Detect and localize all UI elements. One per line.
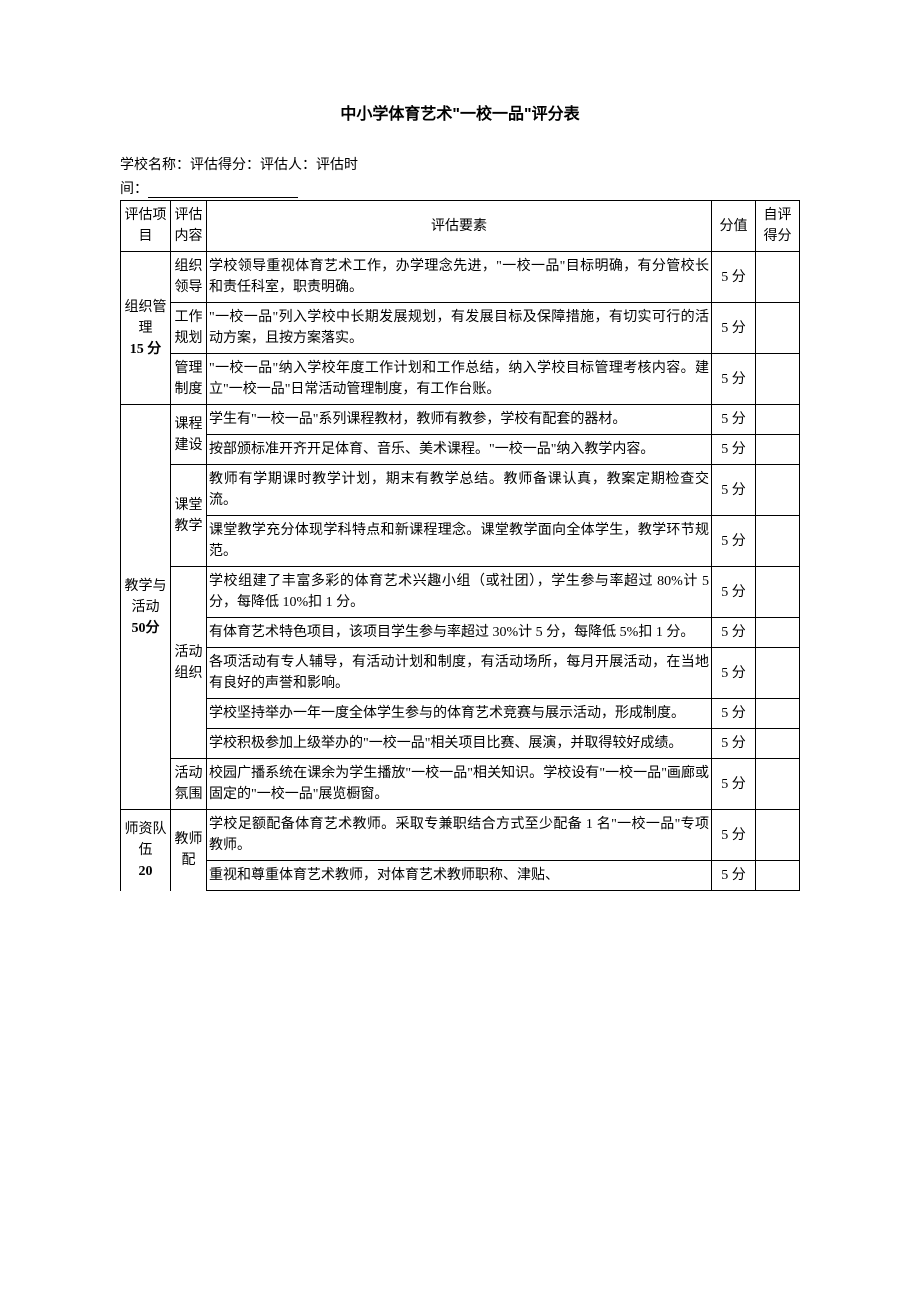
self-score-cell: [756, 567, 800, 618]
element-cell: "一校一品"纳入学校年度工作计划和工作总结，纳入学校目标管理考核内容。建立"一校…: [207, 354, 712, 405]
blank-underline: [148, 183, 298, 198]
element-cell: 学生有"一校一品"系列课程教材，教师有教参，学校有配套的器材。: [207, 405, 712, 435]
header-score: 分值: [712, 201, 756, 252]
table-row: 教学与活动50分课程建设学生有"一校一品"系列课程教材，教师有教参，学校有配套的…: [121, 405, 800, 435]
self-score-cell: [756, 810, 800, 861]
self-score-cell: [756, 729, 800, 759]
content-cell: 教师配: [171, 810, 207, 891]
element-cell: 课堂教学充分体现学科特点和新课程理念。课堂教学面向全体学生，教学环节规范。: [207, 516, 712, 567]
element-cell: 学校坚持举办一年一度全体学生参与的体育艺术竞赛与展示活动，形成制度。: [207, 699, 712, 729]
table-row: 活动氛围校园广播系统在课余为学生播放"一校一品"相关知识。学校设有"一校一品"画…: [121, 759, 800, 810]
score-cell: 5 分: [712, 648, 756, 699]
score-cell: 5 分: [712, 516, 756, 567]
header-content: 评估内容: [171, 201, 207, 252]
score-cell: 5 分: [712, 405, 756, 435]
self-score-cell: [756, 759, 800, 810]
content-cell: 组织领导: [171, 252, 207, 303]
score-cell: 5 分: [712, 354, 756, 405]
table-row: 各项活动有专人辅导，有活动计划和制度，有活动场所，每月开展活动，在当地有良好的声…: [121, 648, 800, 699]
score-cell: 5 分: [712, 303, 756, 354]
table-row: 有体育艺术特色项目，该项目学生参与率超过 30%计 5 分，每降低 5%扣 1 …: [121, 618, 800, 648]
meta-prefix: 间：: [120, 182, 148, 197]
self-score-cell: [756, 618, 800, 648]
meta-line-2: 间：: [120, 178, 800, 198]
self-score-cell: [756, 648, 800, 699]
project-cell: 教学与活动50分: [121, 405, 171, 810]
score-cell: 5 分: [712, 729, 756, 759]
table-row: 学校坚持举办一年一度全体学生参与的体育艺术竞赛与展示活动，形成制度。5 分: [121, 699, 800, 729]
table-row: 重视和尊重体育艺术教师，对体育艺术教师职称、津贴、5 分: [121, 861, 800, 891]
element-cell: 学校足额配备体育艺术教师。采取专兼职结合方式至少配备 1 名"一校一品"专项教师…: [207, 810, 712, 861]
content-cell: 课堂教学: [171, 465, 207, 567]
header-project: 评估项目: [121, 201, 171, 252]
element-cell: 教师有学期课时教学计划，期末有教学总结。教师备课认真，教案定期检查交流。: [207, 465, 712, 516]
self-score-cell: [756, 354, 800, 405]
element-cell: 按部颁标准开齐开足体育、音乐、美术课程。"一校一品"纳入教学内容。: [207, 435, 712, 465]
self-score-cell: [756, 516, 800, 567]
table-row: 按部颁标准开齐开足体育、音乐、美术课程。"一校一品"纳入教学内容。5 分: [121, 435, 800, 465]
content-cell: 管理制度: [171, 354, 207, 405]
self-score-cell: [756, 252, 800, 303]
header-row: 评估项目 评估内容 评估要素 分值 自评得分: [121, 201, 800, 252]
self-score-cell: [756, 861, 800, 891]
table-row: 组织管理15 分组织领导学校领导重视体育艺术工作，办学理念先进，"一校一品"目标…: [121, 252, 800, 303]
element-cell: 重视和尊重体育艺术教师，对体育艺术教师职称、津贴、: [207, 861, 712, 891]
meta-line-1: 学校名称：评估得分：评估人：评估时: [120, 154, 800, 174]
content-cell: 课程建设: [171, 405, 207, 465]
element-cell: 各项活动有专人辅导，有活动计划和制度，有活动场所，每月开展活动，在当地有良好的声…: [207, 648, 712, 699]
score-cell: 5 分: [712, 567, 756, 618]
content-cell: 活动组织: [171, 567, 207, 759]
content-cell: 工作规划: [171, 303, 207, 354]
header-self: 自评得分: [756, 201, 800, 252]
element-cell: 学校积极参加上级举办的"一校一品"相关项目比赛、展演，并取得较好成绩。: [207, 729, 712, 759]
self-score-cell: [756, 435, 800, 465]
content-cell: 活动氛围: [171, 759, 207, 810]
self-score-cell: [756, 405, 800, 435]
score-cell: 5 分: [712, 861, 756, 891]
table-row: 活动组织学校组建了丰富多彩的体育艺术兴趣小组（或社团），学生参与率超过 80%计…: [121, 567, 800, 618]
element-cell: 校园广播系统在课余为学生播放"一校一品"相关知识。学校设有"一校一品"画廊或固定…: [207, 759, 712, 810]
element-cell: "一校一品"列入学校中长期发展规划，有发展目标及保障措施，有切实可行的活动方案，…: [207, 303, 712, 354]
element-cell: 学校组建了丰富多彩的体育艺术兴趣小组（或社团），学生参与率超过 80%计 5 分…: [207, 567, 712, 618]
self-score-cell: [756, 699, 800, 729]
score-cell: 5 分: [712, 435, 756, 465]
score-cell: 5 分: [712, 465, 756, 516]
table-row: 学校积极参加上级举办的"一校一品"相关项目比赛、展演，并取得较好成绩。5 分: [121, 729, 800, 759]
project-cell: 组织管理15 分: [121, 252, 171, 405]
table-row: 课堂教学教师有学期课时教学计划，期末有教学总结。教师备课认真，教案定期检查交流。…: [121, 465, 800, 516]
table-row: 师资队伍20教师配学校足额配备体育艺术教师。采取专兼职结合方式至少配备 1 名"…: [121, 810, 800, 861]
table-row: 课堂教学充分体现学科特点和新课程理念。课堂教学面向全体学生，教学环节规范。5 分: [121, 516, 800, 567]
header-element: 评估要素: [207, 201, 712, 252]
element-cell: 有体育艺术特色项目，该项目学生参与率超过 30%计 5 分，每降低 5%扣 1 …: [207, 618, 712, 648]
score-table: 评估项目 评估内容 评估要素 分值 自评得分 组织管理15 分组织领导学校领导重…: [120, 200, 800, 891]
score-cell: 5 分: [712, 618, 756, 648]
score-cell: 5 分: [712, 252, 756, 303]
score-cell: 5 分: [712, 759, 756, 810]
project-cell: 师资队伍20: [121, 810, 171, 891]
score-cell: 5 分: [712, 699, 756, 729]
document-title: 中小学体育艺术"一校一品"评分表: [120, 100, 800, 124]
self-score-cell: [756, 303, 800, 354]
score-cell: 5 分: [712, 810, 756, 861]
table-row: 工作规划"一校一品"列入学校中长期发展规划，有发展目标及保障措施，有切实可行的活…: [121, 303, 800, 354]
table-row: 管理制度"一校一品"纳入学校年度工作计划和工作总结，纳入学校目标管理考核内容。建…: [121, 354, 800, 405]
self-score-cell: [756, 465, 800, 516]
element-cell: 学校领导重视体育艺术工作，办学理念先进，"一校一品"目标明确，有分管校长和责任科…: [207, 252, 712, 303]
